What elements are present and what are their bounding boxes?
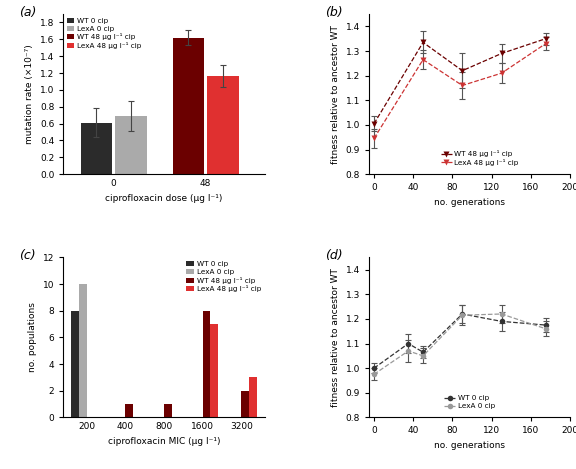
X-axis label: no. generations: no. generations	[434, 441, 505, 450]
Bar	[79, 284, 86, 417]
Text: (a): (a)	[19, 6, 36, 19]
Y-axis label: mutation rate (×10⁻⁷): mutation rate (×10⁻⁷)	[25, 44, 35, 144]
Legend: WT 0 cip, LexA 0 cip, WT 48 µg l⁻¹ cip, LexA 48 µg l⁻¹ cip: WT 0 cip, LexA 0 cip, WT 48 µg l⁻¹ cip, …	[185, 259, 262, 294]
Y-axis label: fitness relative to ancestor WT: fitness relative to ancestor WT	[331, 268, 340, 407]
X-axis label: ciprofloxacin MIC (µg l⁻¹): ciprofloxacin MIC (µg l⁻¹)	[108, 437, 220, 446]
X-axis label: ciprofloxacin dose (µg l⁻¹): ciprofloxacin dose (µg l⁻¹)	[105, 194, 222, 203]
Legend: WT 48 µg l⁻¹ cip, LexA 48 µg l⁻¹ cip: WT 48 µg l⁻¹ cip, LexA 48 µg l⁻¹ cip	[439, 149, 520, 167]
Bar	[125, 404, 133, 417]
Bar	[210, 324, 218, 417]
Bar	[249, 378, 257, 417]
X-axis label: no. generations: no. generations	[434, 198, 505, 207]
Bar	[115, 116, 147, 174]
Bar	[71, 310, 79, 417]
Bar	[173, 38, 204, 174]
Y-axis label: fitness relative to ancestor WT: fitness relative to ancestor WT	[331, 25, 340, 164]
Bar	[203, 310, 210, 417]
Y-axis label: no. populations: no. populations	[28, 303, 37, 372]
Legend: WT 0 cip, LexA 0 cip, WT 48 µg l⁻¹ cip, LexA 48 µg l⁻¹ cip: WT 0 cip, LexA 0 cip, WT 48 µg l⁻¹ cip, …	[66, 16, 143, 51]
Bar	[164, 404, 172, 417]
Bar	[207, 76, 238, 174]
Bar	[81, 123, 112, 174]
Legend: WT 0 cip, LexA 0 cip: WT 0 cip, LexA 0 cip	[443, 394, 497, 410]
Text: (d): (d)	[325, 250, 343, 262]
Bar	[241, 391, 249, 417]
Text: (b): (b)	[325, 6, 343, 19]
Text: (c): (c)	[19, 250, 36, 262]
